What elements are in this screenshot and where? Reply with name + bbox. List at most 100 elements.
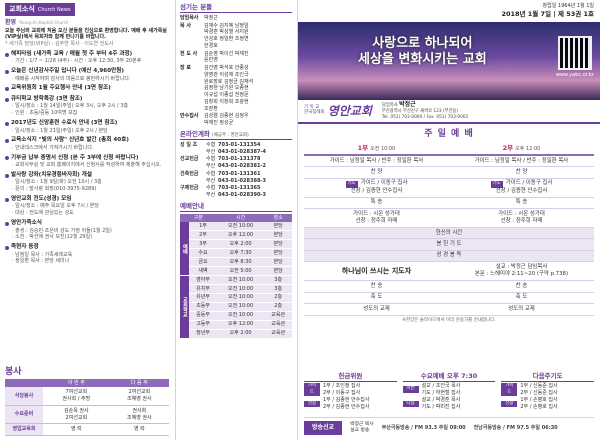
staff-row: 안수집사 김성렬 김종현 김정우 박재진 정성균 (180, 113, 292, 127)
box-line: 1부 / 손병호 집사 (520, 397, 558, 404)
bank: 수협 (206, 156, 216, 163)
schedule-row: 2부 오후 12:00 본당 (180, 230, 292, 241)
box-tag: 가이드 (304, 383, 320, 396)
staff-names: 박정근 (204, 15, 292, 22)
news-line: · 정일환 목사 : 본당 세미나 (12, 258, 70, 265)
denomination-line: 한국침례회 (304, 110, 325, 115)
schedule-cell: 교육관 (264, 320, 292, 330)
worship-line: 찬 송 (515, 282, 528, 289)
welcome: 환영 Young-An Baptist Church 오늘 주님의 교회에 처음 오… (5, 19, 168, 47)
schedule-cell: 오전 10:00 (216, 311, 265, 321)
welcome-english: Young-An Baptist Church (19, 20, 69, 26)
service-name: 권사회 (132, 407, 147, 414)
slogan-line: 사랑으로 하나되어 (372, 36, 473, 51)
section-header: 섬기는 분들 (180, 3, 292, 13)
service-cell: 김순옥 권사 2여선교회 (43, 405, 110, 425)
news-title-row: 영안가족소식 (5, 220, 168, 228)
service-name: 권사회 / 주방 (62, 396, 91, 402)
service-name: 7여선교회 (65, 389, 88, 396)
service-name: 2여선교회 (65, 414, 88, 421)
news-item: 큐티학교 방학특강 (3면 참조) · 일시/장소 : 1월 14일(주일) 오후… (5, 96, 168, 117)
news-title-row: 큐티학교 방학특강 (3면 참조) (5, 96, 168, 104)
schedule-cell: 본당 (264, 230, 292, 241)
box-tag: 선창 (304, 400, 320, 408)
service-cell: 2여선교회 조혜영 권사 (109, 387, 169, 406)
staff-name-line: 박정근 (204, 14, 218, 21)
worship-line: 축 도 (370, 294, 383, 301)
service-label: 식당봉사 (5, 387, 43, 406)
news-line: · 일시/장소 : 1월 9일(화) 오전 10시 / 3층 (12, 179, 102, 186)
logo-row: 기 독 교 한국침례회 영안교회 담임목사 박정근 부산광역시 부산진구 새싹로 123… (298, 100, 600, 124)
schedule-cell: 오후 12:00 (216, 230, 265, 241)
schedule-cell: 오전 10:00 (216, 222, 265, 232)
schedule-cell: 본당 (264, 248, 292, 259)
schedule-cell: 오후 12:00 (216, 320, 265, 330)
masthead-top: 창립일 1964년 1월 1일 2018년 1월 7일 | 제 53권 1호 (298, 0, 600, 22)
footer: 방송선교 박정근 목사 설교 방송 부산극동방송 / FM 93.3 주일 09:00… (304, 417, 594, 438)
staff-name-line: 이규섭 이종섭 전정문 (204, 92, 249, 99)
account-number: 043-01-028390-3 (218, 192, 266, 199)
account-label: 구제헌금 (180, 185, 199, 192)
news-title: 죽현자 동정 (11, 244, 39, 250)
pastor-name: 박정근 (399, 101, 416, 109)
schedule-row: 중등부 오전 10:00 교육관 (180, 311, 292, 321)
schedule-cell: 1부 (189, 222, 217, 232)
box-line: 2부 / 신동준 집사 (520, 389, 558, 396)
service-name: 2여선교회 (128, 389, 151, 396)
bank: 부산 (206, 192, 216, 199)
service-cell: 7여선교회 권사회 / 주방 (43, 387, 110, 406)
schedule-cell: 오전 10:00 (216, 302, 265, 312)
staff-names: 김성렬 김종현 김정우 박재진 정성균 (204, 113, 292, 127)
service-name: 2부 (502, 144, 514, 153)
news-item: 영안가족소식 · 출생 : 김승민·조은비 성도 가정 아들(1월 2일) · 소천… (5, 220, 168, 241)
section-header: 교회소식 Church News (5, 3, 75, 17)
worship-cell: 찬 양 (304, 166, 449, 179)
worship-cell: 가이드 : 남정일 목사 / 반주 : 정일환 목사 (304, 154, 449, 168)
worship-cell: 찬 송 (304, 280, 449, 293)
service-name: 1부 (357, 144, 369, 153)
worship-cell: 축 도 (449, 292, 594, 305)
worship-line: 찬 송 (370, 282, 383, 289)
news-title-row: 기부금 납부 증명서 신청 (본 주 3부에 신청 바랍니다) (5, 155, 168, 163)
staff-row: 전 도 사 김순영 박이선 박재진 윤민영 (180, 51, 292, 65)
service-cell: 영 락 (109, 423, 169, 436)
staff-role: 장 로 (180, 65, 191, 72)
address-block: 담임목사 박정근 부산광역시 부산진구 새싹로 123 (부전동) Tel. 051… (382, 101, 469, 121)
bullet (5, 197, 9, 202)
denomination: 기 독 교 한국침례회 (304, 105, 325, 116)
worship-line: 가이드 : 시온 성가대 (353, 210, 400, 217)
schedule-row: 금요 오후 8:30 본당 (180, 257, 292, 268)
news-item: 해피타임 (새가족 교육 / 매월 첫 주 부터 4주 과정) · 기간 : 1/… (5, 51, 168, 65)
news-line: · 출생 : 김승민·조은비 성도 가정 아들(1월 2일) (12, 227, 112, 234)
news-title: 교육위원회 1월 주요행사 안내 (3면 참조) (11, 85, 111, 92)
box-lines: 설교 / 조인국 목사 기도 / 하현철 집사 (422, 383, 461, 397)
service-cell: 권사회 조혜영 권사 (109, 405, 169, 425)
staff-names: 김건영 박석호 안종성 양영관 이성재 조인국 원로장로 김정균 김재석 김정현 남기… (204, 65, 292, 112)
staff-name-line: 원로장로 김정균 김재석 (204, 78, 254, 85)
news-item: 영안교회 전도(성경) 모임 · 일시/장소 : 매주 목요일 오후 7시 / 본… (5, 196, 168, 217)
service-time: 오전 10:00 (370, 146, 396, 153)
bank: 수협 (206, 185, 216, 192)
worship-line: 가이드 / 이동구 집사 (360, 180, 408, 187)
worship-row: 헌신의 시간 (304, 227, 594, 240)
worship-row: 기도 가이드 / 이동구 집사 선창 / 김종현 안수집사 기도 가이드 / 이동구 집… (304, 178, 594, 198)
box-lines: 1부 / 손병호 집사 2부 / 손병호 집사 (520, 397, 557, 411)
schedule-row: 초등부 오전 10:00 2층 (180, 302, 292, 312)
account-number: 703-01-131378 (218, 156, 261, 163)
schedule-cell: 3층 (264, 284, 292, 294)
bank: 부산 (206, 177, 216, 184)
schedule-cell: 본당 (264, 266, 292, 276)
news-title-row: 교육소식지 "빛의 사람" 신년호 발간 (총회 40호) (5, 137, 168, 145)
worship-cell: 기도 가이드 / 이동구 집사 선창 / 김종현 안수집사 (304, 178, 449, 198)
box-line: 기도 / 박미진 집사 (421, 404, 461, 411)
staff-name-line: 김정현 남기원 오종현 (204, 85, 249, 92)
schedule-header: 구분 시간 장소 (180, 213, 292, 223)
column-header: 다 음 주 (109, 378, 169, 388)
welcome-label-row: 환영 Young-An Baptist Church (5, 19, 168, 27)
news-item: 발사랑 강좌(치유경험바자회) 개설 · 일시/장소 : 1월 9일(화) 오전 … (5, 172, 168, 193)
box-group: 선창 1부 / 김종현 안수집사 2부 / 김종현 안수집사 (304, 397, 397, 411)
worship-cell: 특 송 (449, 197, 594, 210)
account-label: 성 일 조 (180, 141, 198, 148)
